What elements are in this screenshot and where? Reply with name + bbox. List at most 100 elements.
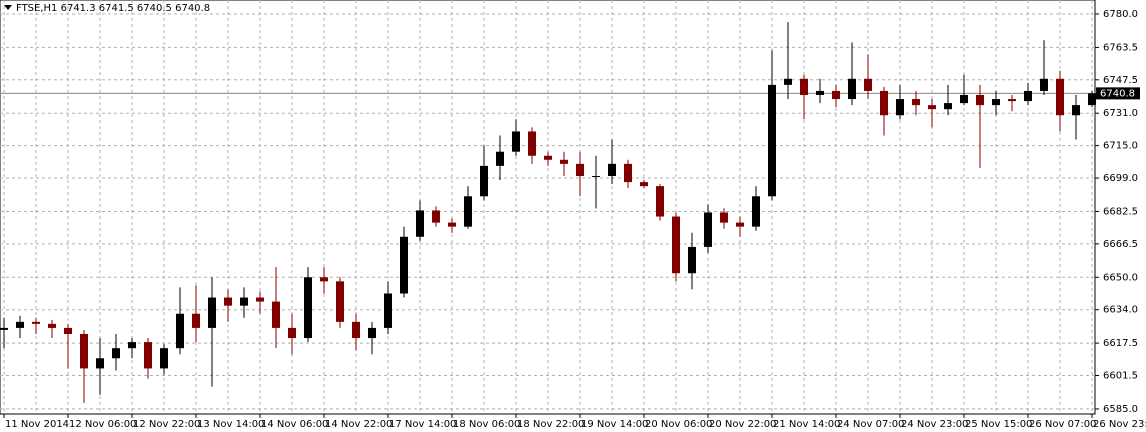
candle-body bbox=[16, 321, 24, 328]
candle-body bbox=[144, 342, 152, 369]
x-tick-label: 14 Nov 06:00 bbox=[261, 419, 328, 430]
candle-body bbox=[80, 333, 88, 369]
chart-title: FTSE,H1 6741.3 6741.5 6740.5 6740.8 bbox=[16, 3, 210, 14]
y-tick-label: 6715.0 bbox=[1103, 141, 1138, 152]
candle-body bbox=[288, 327, 296, 339]
y-tick-label: 6666.5 bbox=[1103, 239, 1138, 250]
candle-body bbox=[672, 216, 680, 274]
y-tick-label: 6699.0 bbox=[1103, 173, 1138, 184]
candle-body bbox=[512, 131, 520, 152]
y-tick-label: 6617.5 bbox=[1103, 338, 1138, 349]
candle-body bbox=[192, 313, 200, 328]
candle-body bbox=[0, 327, 8, 330]
candle-body bbox=[464, 196, 472, 227]
candle-body bbox=[480, 165, 488, 197]
candle-body bbox=[272, 301, 280, 328]
candle-body bbox=[560, 159, 568, 164]
candle-body bbox=[784, 78, 792, 85]
candle-body bbox=[208, 297, 216, 328]
candle-body bbox=[256, 297, 264, 302]
x-tick-label: 20 Nov 22:00 bbox=[709, 419, 776, 430]
candle-body bbox=[928, 105, 936, 110]
candle-body bbox=[752, 196, 760, 227]
candle-body bbox=[1008, 99, 1016, 102]
candle-body bbox=[704, 212, 712, 247]
candle-body bbox=[656, 186, 664, 217]
candle-body bbox=[64, 327, 72, 334]
candle-body bbox=[432, 210, 440, 223]
candle-body bbox=[32, 321, 40, 324]
candle-body bbox=[1040, 78, 1048, 91]
candle-body bbox=[240, 297, 248, 306]
candle-body bbox=[736, 222, 744, 227]
y-tick-label: 6585.0 bbox=[1103, 404, 1138, 415]
candle-body bbox=[992, 99, 1000, 106]
last-price-box bbox=[1096, 87, 1140, 100]
x-tick-label: 14 Nov 22:00 bbox=[325, 419, 392, 430]
x-tick-label: 18 Nov 06:00 bbox=[453, 419, 520, 430]
candle-body bbox=[400, 236, 408, 294]
candle-body bbox=[768, 84, 776, 197]
candle-body bbox=[48, 323, 56, 328]
candle-body bbox=[576, 163, 584, 177]
y-tick-label: 6682.5 bbox=[1103, 206, 1138, 217]
candle-body bbox=[592, 176, 600, 178]
menu-triangle bbox=[4, 5, 12, 10]
candle-body bbox=[720, 212, 728, 223]
y-tick-label: 6763.5 bbox=[1103, 42, 1138, 53]
candle-body bbox=[384, 293, 392, 328]
x-tick-label: 17 Nov 14:00 bbox=[389, 419, 456, 430]
candle-body bbox=[352, 321, 360, 339]
candle-body bbox=[976, 94, 984, 106]
x-tick-label: 11 Nov 2014 bbox=[5, 419, 69, 430]
candle-body bbox=[880, 90, 888, 116]
candle-body bbox=[128, 342, 136, 349]
candle-body bbox=[416, 210, 424, 237]
y-tick-label: 6780.0 bbox=[1103, 9, 1138, 20]
candle-body bbox=[800, 78, 808, 95]
candle-body bbox=[608, 163, 616, 177]
x-tick-label: 18 Nov 22:00 bbox=[517, 419, 584, 430]
candle-body bbox=[224, 297, 232, 306]
x-tick-label: 25 Nov 15:00 bbox=[965, 419, 1032, 430]
candle-body bbox=[816, 90, 824, 95]
y-tick-label: 6747.5 bbox=[1103, 75, 1138, 86]
x-tick-label: 20 Nov 06:00 bbox=[645, 419, 712, 430]
candle-body bbox=[112, 348, 120, 359]
candle-body bbox=[832, 90, 840, 100]
x-tick-label: 12 Nov 06:00 bbox=[69, 419, 136, 430]
candle-body bbox=[848, 78, 856, 100]
y-tick-label: 6731.0 bbox=[1103, 108, 1138, 119]
candle-body bbox=[160, 348, 168, 369]
x-tick-label: 13 Nov 14:00 bbox=[197, 419, 264, 430]
candle-body bbox=[320, 277, 328, 282]
x-tick-label: 24 Nov 07:00 bbox=[837, 419, 904, 430]
y-tick-label: 6634.0 bbox=[1103, 305, 1138, 316]
x-tick-label: 26 Nov 23:00 bbox=[1093, 419, 1146, 430]
candle-body bbox=[1056, 78, 1064, 116]
last-price-label: 6740.8 bbox=[1100, 88, 1135, 99]
candle-body bbox=[544, 155, 552, 160]
y-tick-label: 6601.5 bbox=[1103, 371, 1138, 382]
candle-body bbox=[640, 182, 648, 187]
candle-body bbox=[368, 327, 376, 339]
candle-body bbox=[896, 99, 904, 116]
x-tick-label: 21 Nov 14:00 bbox=[773, 419, 840, 430]
candle-body bbox=[1088, 93, 1096, 106]
candle-body bbox=[944, 103, 952, 110]
candle-body bbox=[864, 78, 872, 91]
x-tick-label: 12 Nov 22:00 bbox=[133, 419, 200, 430]
candle-body bbox=[448, 222, 456, 227]
candle-body bbox=[624, 163, 632, 183]
candle-body bbox=[1024, 90, 1032, 102]
x-tick-label: 24 Nov 23:00 bbox=[901, 419, 968, 430]
candle-body bbox=[496, 151, 504, 166]
x-tick-label: 26 Nov 07:00 bbox=[1029, 419, 1096, 430]
candle-body bbox=[912, 99, 920, 106]
candle-body bbox=[528, 131, 536, 156]
x-tick-label: 19 Nov 14:00 bbox=[581, 419, 648, 430]
candle-body bbox=[960, 94, 968, 104]
candle-body bbox=[1072, 105, 1080, 116]
